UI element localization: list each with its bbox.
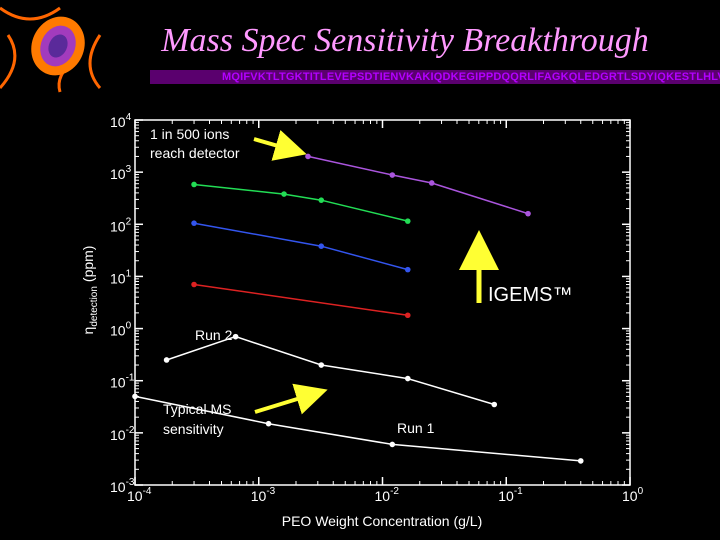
data-point-green [281, 191, 287, 197]
y-tick-base: 10 [110, 375, 126, 391]
y-tick-label: 10-2 [110, 425, 135, 443]
y-axis-subscript: detection [89, 286, 100, 327]
y-tick-base: 10 [110, 479, 126, 495]
x-tick-exponent: 0 [638, 486, 644, 497]
x-tick-base: 10 [622, 488, 638, 504]
x-tick-base: 10 [375, 488, 391, 504]
data-point-green [404, 218, 411, 224]
data-point-purple [428, 180, 435, 186]
y-tick-label: 104 [110, 112, 132, 130]
data-point-blue [404, 266, 411, 273]
y-tick-exponent: -2 [126, 425, 135, 436]
series-line-run-1 [134, 395, 581, 462]
data-point-run-2 [232, 333, 239, 340]
y-tick-label: 102 [110, 216, 132, 234]
y-tick-base: 10 [110, 218, 126, 234]
y-tick-exponent: 4 [126, 112, 132, 123]
slide-title: Mass Spec Sensitivity Breakthrough [161, 22, 649, 59]
y-tick-label: 10-3 [110, 477, 135, 495]
x-tick-exponent: -1 [514, 486, 523, 497]
x-tick-base: 10 [251, 488, 267, 504]
x-tick-label: 100 [622, 486, 644, 504]
data-point-run-2 [491, 401, 498, 408]
data-point-run-1 [132, 393, 138, 400]
y-tick-label: 101 [110, 268, 132, 286]
label-run2: Run 2 [195, 327, 233, 343]
y-tick-exponent: 3 [126, 164, 132, 175]
data-point-purple [389, 172, 396, 178]
y-tick-exponent: 1 [126, 268, 132, 279]
x-tick-label: 10-3 [251, 486, 276, 504]
arrow-typical [254, 383, 328, 415]
x-tick-base: 10 [498, 488, 514, 504]
y-tick-exponent: -3 [126, 477, 135, 488]
sequence-banner [150, 70, 720, 84]
y-tick-base: 10 [110, 270, 126, 286]
y-tick-base: 10 [110, 114, 126, 130]
series-line-blue [193, 222, 408, 271]
data-point-green [318, 197, 325, 203]
x-tick-label: 10-2 [375, 486, 400, 504]
data-point-green [191, 181, 197, 188]
annotation-top-line2: reach detector [150, 145, 240, 161]
y-axis-unit: (ppm) [80, 246, 96, 283]
data-point-run-1 [389, 441, 396, 448]
y-tick-exponent: 0 [126, 321, 132, 332]
data-point-blue [191, 220, 197, 226]
data-point-run-1 [265, 420, 272, 427]
y-tick-exponent: 2 [126, 216, 132, 227]
series-line-run-2 [166, 335, 495, 406]
series-line-green [193, 183, 408, 222]
y-tick-label: 103 [110, 164, 132, 182]
y-axis-label: ηdetection (ppm) [80, 246, 100, 335]
data-point-purple [305, 153, 311, 160]
data-point-run-2 [163, 357, 170, 363]
series-line-red [193, 283, 408, 317]
y-axis-symbol: η [80, 327, 96, 335]
data-point-run-2 [318, 362, 325, 368]
annotation-typical-line2: sensitivity [163, 421, 224, 437]
annotation-top-line1: 1 in 500 ions [150, 126, 229, 142]
data-point-run-2 [404, 375, 411, 382]
y-tick-label: 100 [110, 321, 132, 339]
cell-logo-icon [0, 6, 102, 93]
series-line-purple [307, 155, 529, 215]
arrow-top [253, 129, 307, 161]
data-point-blue [318, 243, 325, 249]
annotation-typical-line1: Typical MS [163, 401, 231, 417]
protein-sequence: MQIFVKTLTGKTITLEVEPSDTIENVKAKIQDKEGIPPDQ… [222, 71, 720, 83]
x-tick-exponent: -3 [266, 486, 275, 497]
y-tick-base: 10 [110, 166, 126, 182]
label-igems: IGEMS™ [488, 284, 572, 306]
data-point-purple [525, 210, 531, 217]
x-tick-exponent: -2 [390, 486, 399, 497]
x-tick-exponent: -4 [143, 486, 152, 497]
data-point-red [404, 312, 411, 319]
data-point-red [191, 281, 197, 288]
label-run1: Run 1 [397, 420, 435, 436]
y-tick-base: 10 [110, 323, 126, 339]
x-tick-base: 10 [127, 488, 143, 504]
y-tick-exponent: -1 [126, 373, 135, 384]
y-tick-label: 10-1 [110, 373, 135, 391]
data-point-run-1 [577, 458, 584, 464]
y-tick-base: 10 [110, 427, 126, 443]
x-axis-label: PEO Weight Concentration (g/L) [282, 513, 483, 529]
x-tick-label: 10-4 [127, 486, 152, 504]
x-tick-label: 10-1 [498, 486, 523, 504]
